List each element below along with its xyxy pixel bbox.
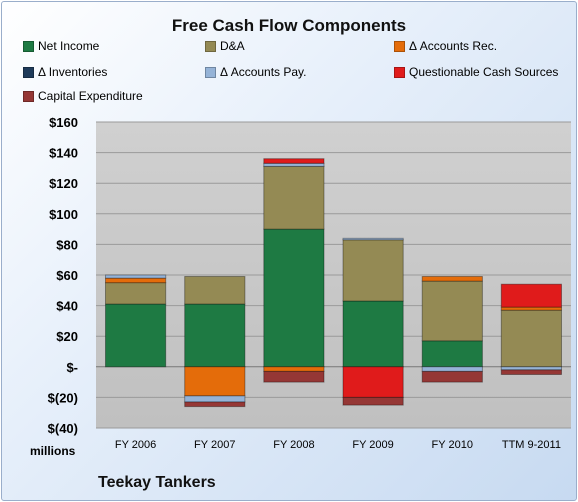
y-tick-label: $(20)	[48, 390, 78, 405]
bar-segment	[105, 282, 167, 305]
bar-segment	[342, 366, 404, 398]
bar-segment	[500, 369, 562, 375]
legend-item: D&A	[205, 39, 245, 53]
y-tick-label: $60	[56, 268, 78, 283]
legend-swatch	[23, 90, 34, 102]
bar-segment	[342, 396, 404, 406]
bar-segment	[263, 158, 325, 164]
legend-item: Δ Accounts Pay.	[205, 65, 307, 79]
legend-item: Δ Inventories	[23, 65, 107, 79]
y-tick-label: $100	[49, 207, 78, 222]
legend-label: Δ Inventories	[38, 65, 108, 79]
bar-segment	[500, 309, 562, 368]
y-tick-label: $120	[49, 176, 78, 191]
legend-label: D&A	[220, 39, 245, 53]
x-tick-label: FY 2009	[352, 439, 393, 451]
legend-label: Δ Accounts Pay.	[220, 65, 307, 79]
y-tick-label: $(40)	[48, 421, 78, 436]
x-tick-label: FY 2010	[432, 439, 473, 451]
bar-segment	[184, 276, 246, 305]
bar-segment	[263, 228, 325, 368]
legend-item: Capital Expenditure	[23, 89, 143, 103]
bar-segment	[500, 283, 562, 308]
legend-item: Net Income	[23, 39, 99, 53]
legend-swatch	[23, 40, 34, 52]
legend-swatch	[394, 66, 405, 78]
company-name: Teekay Tankers	[98, 474, 216, 491]
chart-title: Free Cash Flow Components	[171, 16, 407, 35]
bar-segment	[421, 280, 483, 342]
y-tick-label: $80	[56, 237, 78, 252]
y-tick-label: $160	[49, 115, 78, 130]
bar-segment	[421, 366, 483, 372]
bar-segment	[342, 300, 404, 368]
y-tick-label: $-	[66, 360, 78, 375]
bar-segment	[342, 237, 404, 241]
bar-segment	[342, 239, 404, 302]
bar-segment	[263, 165, 325, 230]
legend-label: Δ Accounts Rec.	[409, 39, 498, 53]
bar-segment	[184, 303, 246, 368]
legend-label: Net Income	[38, 39, 100, 53]
legend-item: Questionable Cash Sources	[394, 65, 558, 79]
legend-swatch	[205, 66, 216, 78]
bar-segment	[421, 276, 483, 282]
bar-segment	[263, 366, 325, 372]
legend-swatch	[394, 40, 405, 52]
legend-label: Capital Expenditure	[38, 89, 143, 103]
units-label: millions	[30, 444, 76, 458]
bar-segment	[184, 395, 246, 403]
bar-segment	[421, 340, 483, 368]
x-tick-label: TTM 9-2011	[502, 439, 561, 451]
x-tick-label: FY 2008	[273, 439, 314, 451]
y-tick-label: $140	[49, 146, 78, 161]
y-tick-label: $20	[56, 329, 78, 344]
bar-segment	[263, 370, 325, 383]
bar-segment	[184, 401, 246, 408]
bar-segment	[105, 303, 167, 368]
bar-segment	[105, 277, 167, 284]
x-tick-label: FY 2006	[115, 439, 156, 451]
legend-label: Questionable Cash Sources	[409, 65, 559, 79]
bar-segment	[421, 370, 483, 383]
y-tick-label: $40	[56, 299, 78, 314]
bar-segment	[184, 366, 246, 397]
bar-segment	[105, 274, 167, 279]
legend-swatch	[23, 66, 34, 78]
legend-swatch	[205, 40, 216, 52]
x-tick-label: FY 2007	[194, 439, 235, 451]
legend-item: Δ Accounts Rec.	[394, 39, 497, 53]
